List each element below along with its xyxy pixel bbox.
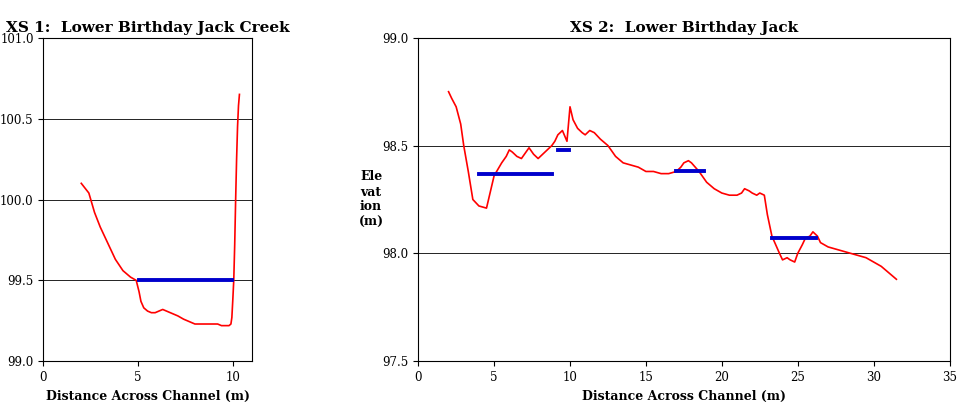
Y-axis label: Ele
vat
ion
(m): Ele vat ion (m) xyxy=(359,171,384,228)
Title: XS 2:  Lower Birthday Jack: XS 2: Lower Birthday Jack xyxy=(570,21,798,35)
X-axis label: Distance Across Channel (m): Distance Across Channel (m) xyxy=(582,389,786,402)
X-axis label: Distance Across Channel (m): Distance Across Channel (m) xyxy=(45,389,250,402)
Title: XS 1:  Lower Birthday Jack Creek: XS 1: Lower Birthday Jack Creek xyxy=(6,21,289,35)
